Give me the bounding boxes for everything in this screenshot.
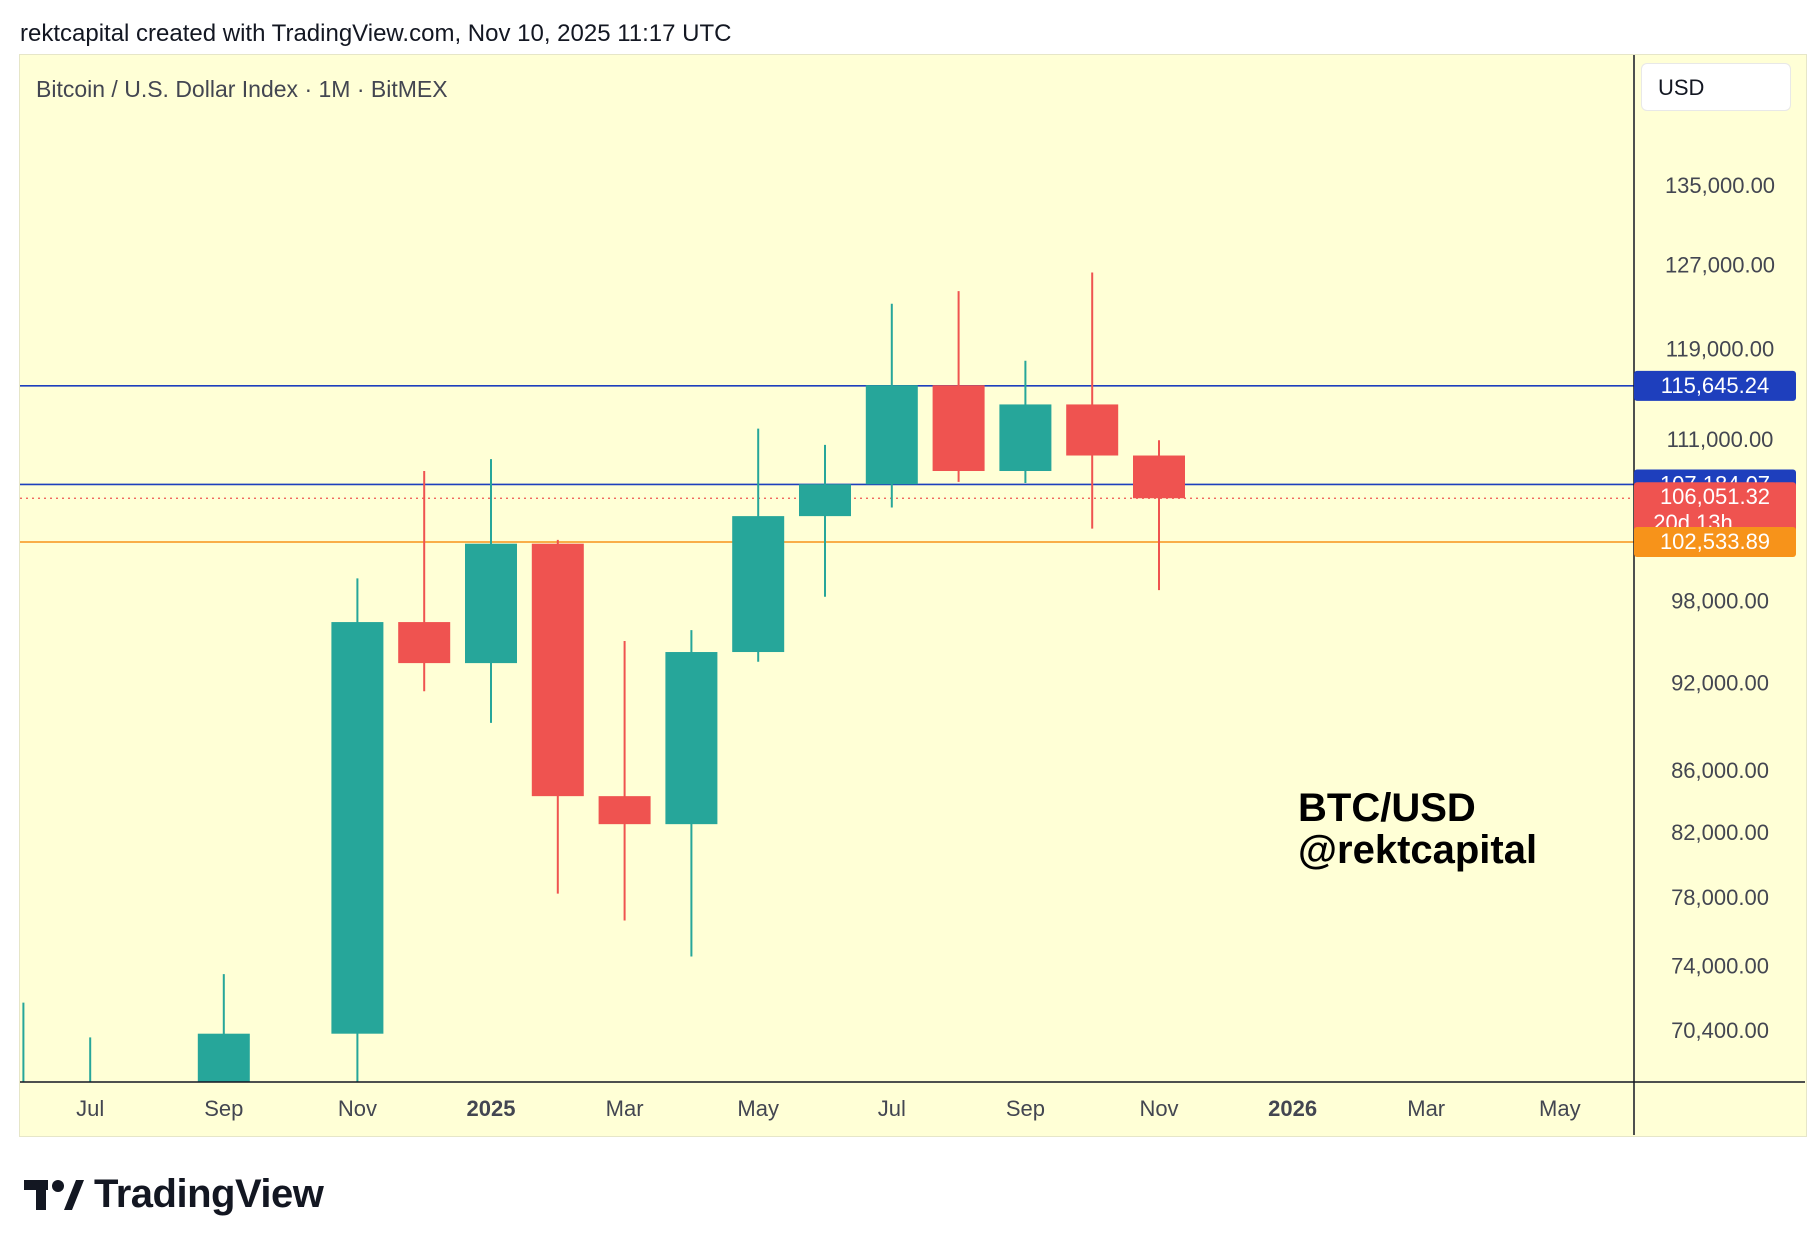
- x-tick-label: Jul: [76, 1096, 104, 1121]
- candle-body: [531, 543, 584, 797]
- x-tick-label: Jul: [878, 1096, 906, 1121]
- candle-body: [732, 516, 785, 653]
- candle-body: [932, 385, 985, 472]
- candle-body: [999, 404, 1052, 472]
- candle-body: [465, 543, 517, 664]
- candle-2025-08: [932, 291, 985, 482]
- candle-body: [331, 622, 384, 1034]
- candle-2025-05: [732, 428, 785, 662]
- candle-2024-06: [0, 1002, 49, 1096]
- x-tick-label: Sep: [204, 1096, 243, 1121]
- x-tick-label: May: [1539, 1096, 1581, 1121]
- candle-body: [865, 385, 918, 485]
- y-tick-label: 70,400.00: [1671, 1018, 1769, 1043]
- y-tick-label: 74,000.00: [1671, 953, 1769, 978]
- symbol-title[interactable]: Bitcoin / U.S. Dollar Index · 1M · BitME…: [36, 76, 448, 102]
- candle-2025-02: [531, 539, 584, 894]
- candle-2025-10: [1066, 272, 1119, 529]
- candle-body: [799, 484, 851, 517]
- x-tick-label: Nov: [338, 1096, 377, 1121]
- x-tick-label: 2026: [1268, 1096, 1317, 1121]
- candle-2025-01: [465, 459, 517, 723]
- currency-selector[interactable]: USD: [1641, 63, 1791, 111]
- candle-2025-09: [999, 360, 1052, 484]
- price-tag-label: 115,645.24: [1661, 373, 1769, 398]
- candle-body: [665, 652, 718, 825]
- y-tick-label: 111,000.00: [1667, 427, 1774, 452]
- candle-2025-11: [1133, 440, 1185, 591]
- y-tick-label: 92,000.00: [1671, 671, 1769, 696]
- candle-2024-07: [89, 1037, 92, 1082]
- x-tick-label: 2025: [467, 1096, 516, 1121]
- candle-body: [598, 796, 651, 825]
- x-tick-label: Sep: [1006, 1096, 1045, 1121]
- x-tick-label: Nov: [1139, 1096, 1178, 1121]
- candle-2024-12: [398, 471, 451, 692]
- tradingview-logo-icon: [24, 1179, 84, 1210]
- tradingview-wordmark: TradingView: [94, 1172, 324, 1216]
- watermark-handle: @rektcapital: [1298, 828, 1538, 872]
- x-tick-label: Mar: [606, 1096, 644, 1121]
- candle-2024-11: [331, 578, 384, 1082]
- x-tick-label: Mar: [1407, 1096, 1445, 1121]
- y-tick-label: 98,000.00: [1671, 589, 1769, 614]
- price-tag-bg: [1634, 370, 1796, 401]
- price-tag-3: 102,533.89: [1634, 527, 1796, 558]
- y-tick-label: 78,000.00: [1671, 885, 1769, 910]
- candle-body: [398, 622, 451, 664]
- y-tick-label: 135,000.00: [1665, 173, 1775, 198]
- y-tick-label: 86,000.00: [1671, 758, 1769, 783]
- price-tag-bg: [1634, 482, 1796, 539]
- price-tag-bg: [1634, 527, 1796, 558]
- y-tick-label: 127,000.00: [1665, 252, 1775, 277]
- candle-2025-07: [865, 303, 918, 508]
- candle-body: [0, 1094, 49, 1096]
- axes: 135,000.00 127,000.00 119,000.00 111,000.00…: [20, 55, 1805, 1135]
- price-tag-label: 106,051.32: [1660, 484, 1770, 509]
- tradingview-logo[interactable]: TradingView: [24, 1172, 324, 1217]
- candle-body: [197, 1033, 250, 1082]
- candle-2025-03: [598, 641, 651, 921]
- y-tick-label: 82,000.00: [1671, 820, 1769, 845]
- y-tick-label: 119,000.00: [1666, 337, 1774, 362]
- horizontal-levels: [20, 385, 1634, 543]
- watermark-pair: BTC/USD: [1298, 786, 1476, 830]
- x-tick-label: May: [737, 1096, 779, 1121]
- chart-panel[interactable]: [19, 54, 1807, 1137]
- chart-credit: rektcapital created with TradingView.com…: [20, 20, 732, 47]
- candle-body: [1066, 404, 1119, 456]
- candle-2025-06: [799, 444, 851, 597]
- candle-body: [1133, 455, 1185, 499]
- candle-2025-04: [665, 630, 718, 957]
- candles: [0, 272, 1185, 1096]
- price-tag-0: 115,645.24: [1634, 370, 1796, 401]
- candle-2024-09: [197, 974, 250, 1082]
- chart-watermark: BTC/USD @rektcapital: [1298, 787, 1537, 871]
- price-tag-label: 102,533.89: [1660, 529, 1770, 554]
